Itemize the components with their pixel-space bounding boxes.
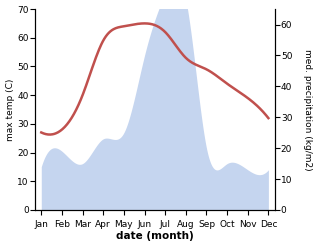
Y-axis label: med. precipitation (kg/m2): med. precipitation (kg/m2)	[303, 49, 313, 170]
Y-axis label: max temp (C): max temp (C)	[5, 78, 15, 141]
X-axis label: date (month): date (month)	[116, 231, 194, 242]
